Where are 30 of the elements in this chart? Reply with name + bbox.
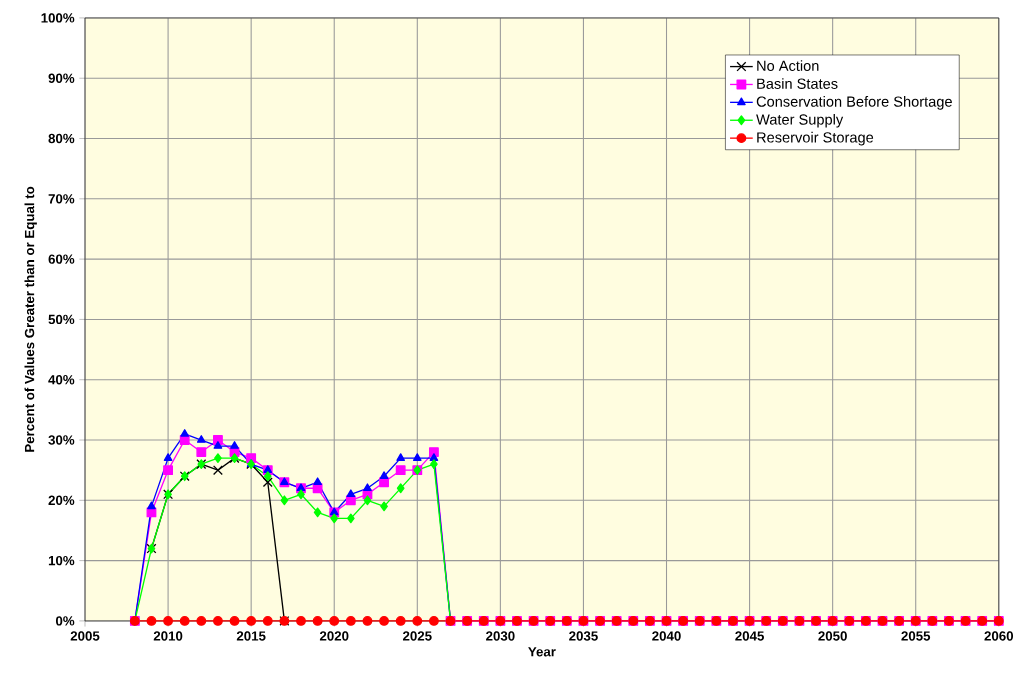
legend-label: Reservoir Storage bbox=[757, 131, 874, 146]
legend-label: Water Supply bbox=[756, 113, 844, 128]
legend-label: Basin States bbox=[757, 78, 838, 89]
x-tick-label: 2010 bbox=[153, 631, 183, 641]
y-tick-label: 50% bbox=[48, 314, 75, 324]
y-tick-label: 20% bbox=[48, 495, 75, 505]
y-tick-label: 0% bbox=[55, 616, 75, 626]
y-tick-label: 10% bbox=[48, 555, 75, 566]
x-tick-label: 2060 bbox=[984, 631, 1014, 641]
x-tick-label: 2020 bbox=[319, 631, 349, 641]
x-axis-title: Year bbox=[528, 646, 556, 657]
y-tick-label: 70% bbox=[48, 193, 75, 204]
x-tick-label: 2030 bbox=[486, 631, 515, 641]
y-tick-label: 80% bbox=[48, 133, 75, 144]
legend-label: Conservation Before Shortage bbox=[756, 95, 952, 110]
y-tick-label: 40% bbox=[48, 374, 75, 385]
y-tick-label: 90% bbox=[48, 73, 75, 83]
y-tick-label: 100% bbox=[41, 13, 75, 23]
y-axis-title: Percent of Values Greater than or Equal to bbox=[24, 186, 37, 452]
x-tick-label: 2015 bbox=[236, 631, 266, 641]
legend-label: No Action bbox=[757, 60, 819, 71]
x-tick-label: 2040 bbox=[652, 631, 681, 641]
y-tick-label: 60% bbox=[48, 254, 75, 264]
x-tick-label: 2025 bbox=[402, 631, 432, 641]
y-tick-label: 30% bbox=[48, 435, 75, 445]
x-tick-label: 2005 bbox=[70, 631, 100, 641]
x-tick-label: 2055 bbox=[901, 631, 931, 641]
x-tick-label: 2035 bbox=[569, 631, 598, 641]
x-tick-label: 2050 bbox=[818, 631, 847, 641]
x-tick-label: 2045 bbox=[735, 631, 764, 641]
